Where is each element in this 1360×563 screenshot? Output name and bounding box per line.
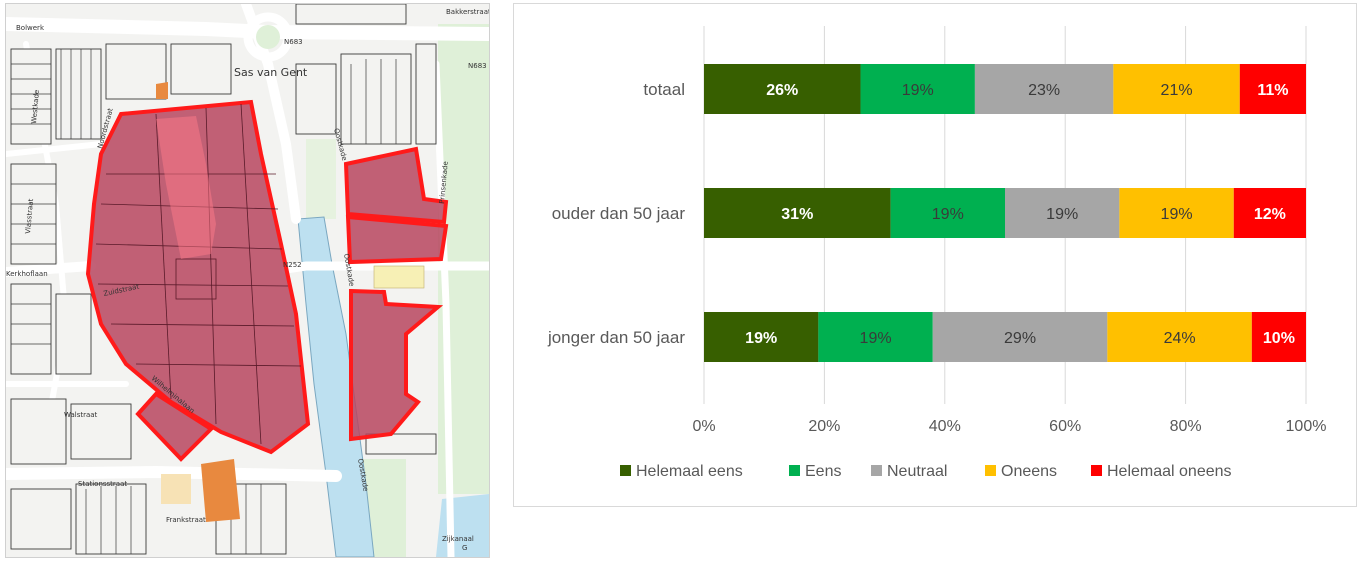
data-label: 11% — [1257, 82, 1288, 99]
data-label: 19% — [1046, 206, 1078, 223]
data-label: 10% — [1263, 330, 1295, 347]
map-label-frankstraat: Frankstraat — [166, 516, 206, 524]
map-svg: Sas van Gent N683 N683 N252 Bolwerk Kerk… — [6, 4, 489, 557]
bar-segment — [860, 64, 975, 114]
map-label-westkade: Westkade — [30, 89, 41, 124]
x-tick-label: 20% — [808, 418, 840, 435]
bar-segment — [1005, 188, 1120, 238]
legend-label: Neutraal — [887, 463, 947, 480]
data-label: 24% — [1164, 330, 1196, 347]
bar-segment — [1251, 312, 1306, 362]
roundabout — [243, 12, 293, 62]
map-label-zijkanaal-g: G — [462, 544, 467, 552]
map-label-kerkhoflaan: Kerkhoflaan — [6, 270, 48, 278]
data-label: 23% — [1028, 82, 1060, 99]
bars: 26% 19% 23% 21% 11% 31% 19% 19% 19% 12% 19% 19% 29% 2… — [704, 64, 1306, 362]
bar-segment — [1119, 188, 1234, 238]
data-label: 19% — [932, 206, 964, 223]
map-label-vlasstraat: Vlasstraat — [24, 198, 35, 234]
map-label-zijkanaal: Zijkanaal — [442, 535, 474, 543]
roads — [6, 4, 489, 557]
bar-segment — [704, 64, 861, 114]
row-label: ouder dan 50 jaar — [552, 204, 686, 223]
stacked-bar-chart: 26% 19% 23% 21% 11% 31% 19% 19% 19% 12% 19% 19% 29% 2… — [547, 26, 1326, 480]
legend-swatch — [789, 465, 800, 476]
data-label: 19% — [902, 82, 934, 99]
highlight-area-east-3 — [349, 288, 444, 442]
legend-swatch — [620, 465, 631, 476]
bar-segment — [1107, 312, 1252, 362]
x-tick-label: 40% — [929, 418, 961, 435]
highlight-area-south — [135, 391, 215, 462]
map-label-n683-b: N683 — [468, 62, 487, 70]
x-tick-label: 100% — [1286, 418, 1327, 435]
legend-label: Oneens — [1001, 463, 1057, 480]
map-label-prinsenkade: Prinsenkade — [438, 161, 450, 204]
highlight-area-east-2 — [345, 214, 449, 265]
data-label: 19% — [745, 330, 777, 347]
data-label: 12% — [1254, 206, 1286, 223]
data-label: 19% — [1161, 206, 1193, 223]
bar-segment — [704, 312, 819, 362]
canal — [297, 216, 375, 557]
map-label-bakkerstraat: Bakkerstraat — [446, 8, 489, 16]
bar-segment — [932, 312, 1108, 362]
bar-segment — [704, 188, 891, 238]
bar-segment — [890, 188, 1005, 238]
bar-segment — [818, 312, 933, 362]
row-labels: totaal ouder dan 50 jaar jonger dan 50 jaa… — [547, 80, 685, 347]
map-panel: Sas van Gent N683 N683 N252 Bolwerk Kerk… — [5, 3, 490, 558]
map-label-walstraat: Walstraat — [64, 411, 98, 419]
data-label: 31% — [781, 206, 813, 223]
yellow-area-1 — [373, 265, 425, 289]
chart-panel: 26% 19% 23% 21% 11% 31% 19% 19% 19% 12% 19% 19% 29% 2… — [513, 3, 1357, 507]
x-tick-label: 60% — [1049, 418, 1081, 435]
legend-label: Eens — [805, 463, 841, 480]
highlight-area-east-1 — [343, 146, 449, 225]
row-label: jonger dan 50 jaar — [547, 328, 685, 347]
orange-area-small — [156, 82, 168, 99]
data-label: 26% — [766, 82, 798, 99]
bar-segment — [974, 64, 1114, 114]
row-label: totaal — [643, 80, 685, 99]
yellow-area-2 — [161, 474, 191, 504]
map-label-sas-van-gent: Sas van Gent — [234, 66, 308, 79]
map-label-bolwerk: Bolwerk — [16, 24, 45, 32]
highlight-area-centre — [85, 99, 311, 455]
legend-label: Helemaal eens — [636, 463, 743, 480]
legend-label: Helemaal oneens — [1107, 463, 1232, 480]
data-label: 21% — [1161, 82, 1193, 99]
data-label: 29% — [1004, 330, 1036, 347]
x-tick-label: 0% — [692, 418, 715, 435]
building-blocks — [10, 4, 437, 555]
legend-swatch — [871, 465, 882, 476]
legend-swatch — [985, 465, 996, 476]
x-tick-label: 80% — [1170, 418, 1202, 435]
bar-segment — [1239, 64, 1306, 114]
bar-segment — [1233, 188, 1306, 238]
map-label-n683-a: N683 — [284, 38, 303, 46]
data-label: 19% — [860, 330, 892, 347]
map-label-n252: N252 — [283, 261, 302, 269]
legend-swatch — [1091, 465, 1102, 476]
bar-segment — [1113, 64, 1240, 114]
map-label-stationsstraat: Stationsstraat — [78, 480, 127, 488]
orange-area — [201, 459, 240, 522]
legend: Helemaal eens Eens Neutraal Oneens Helemaal … — [620, 463, 1232, 480]
x-axis-ticks: 0% 20% 40% 60% 80% 100% — [692, 418, 1326, 435]
